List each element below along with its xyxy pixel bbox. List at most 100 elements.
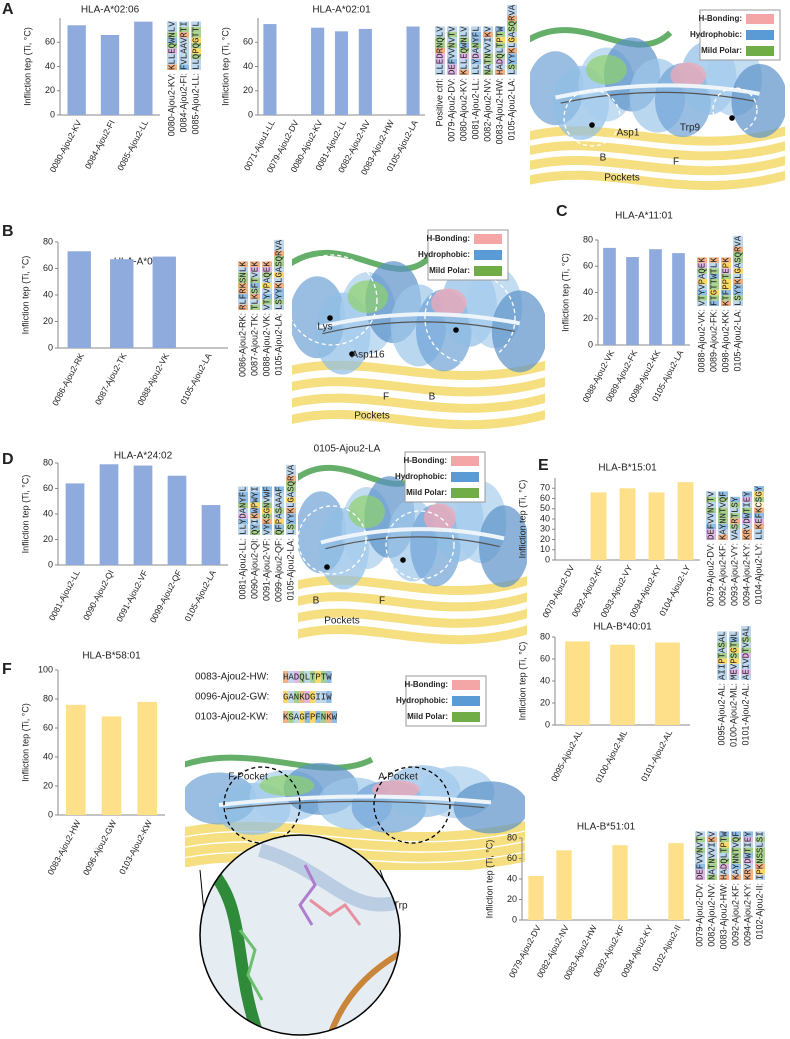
structure-label: Pockets <box>354 411 390 422</box>
residue-box <box>707 831 717 837</box>
residue-box <box>729 653 739 659</box>
residue-box <box>743 863 753 870</box>
residue-box <box>719 842 729 848</box>
residue-box <box>709 273 719 279</box>
residue-box <box>238 486 248 492</box>
peptide-label: 0089-Ajou2-FK: <box>708 309 718 372</box>
residue-box <box>262 304 272 310</box>
residue-box <box>719 874 729 880</box>
residue-box <box>718 491 728 497</box>
residue-box <box>741 674 751 680</box>
residue-box <box>731 858 741 864</box>
residue-box <box>741 636 751 643</box>
y-tick-label: 10 <box>540 544 550 554</box>
residue-box <box>755 858 765 864</box>
ribbon <box>298 575 527 595</box>
residue-box <box>721 262 731 269</box>
residue-box <box>286 518 296 525</box>
chart-title: HLA-B*40:01 <box>593 622 652 633</box>
residue-box <box>262 261 272 267</box>
residue-box <box>729 636 739 643</box>
residue-box <box>755 831 765 837</box>
residue-box <box>697 262 707 269</box>
residue-box <box>179 21 189 27</box>
residue-box <box>709 279 719 285</box>
pocket-circle <box>292 254 378 346</box>
residue-box <box>707 863 717 870</box>
peptide-label: 0081-Ajou2-LL: <box>237 538 247 600</box>
residue-box <box>730 496 740 503</box>
residue-box <box>717 663 727 670</box>
residue-box <box>238 293 248 300</box>
residue-box <box>250 508 260 514</box>
residue-box <box>754 513 764 519</box>
peptide-sequence: GANKDGIIW <box>283 692 332 702</box>
residue-box <box>293 711 300 723</box>
x-tick-label: 0104-Ajou2-LY <box>657 563 692 617</box>
residue-box <box>262 502 272 508</box>
peptide-label: 0092-Ajou2-KF: <box>730 883 740 946</box>
residue-box <box>286 513 296 519</box>
peptide-label: 0092-Ajou2-KF: <box>717 543 727 606</box>
legend-swatch <box>474 234 502 244</box>
y-tick-label: 20 <box>540 697 550 707</box>
peptide-label: 0105-Ajou2-LA: <box>732 309 742 372</box>
pocket-dot <box>729 115 735 121</box>
residue-box <box>709 300 719 306</box>
residue-box <box>274 502 284 508</box>
residue-box <box>326 711 332 723</box>
residue <box>238 929 264 1001</box>
peptide-sequence: DEFVVNVTV <box>706 491 716 540</box>
residue-box <box>459 64 469 70</box>
residue-box <box>286 508 296 514</box>
residue-box <box>707 842 717 848</box>
x-tick-label: 0081-Ajou2-LL <box>47 568 82 622</box>
residue-box <box>286 481 296 487</box>
residue-box <box>733 262 743 269</box>
ribbon <box>185 821 525 841</box>
bar <box>672 253 685 345</box>
peptide-label: 0082-Ajou2-NV: <box>482 78 492 142</box>
bar <box>100 34 120 115</box>
residue-box <box>262 497 272 503</box>
y-tick-label: 0 <box>545 719 550 729</box>
legend-swatch <box>746 14 774 24</box>
residue-box <box>435 48 445 54</box>
residue-box <box>742 529 752 535</box>
bar <box>565 641 590 725</box>
peptide-sequence: KLLEQWNLV <box>167 21 177 70</box>
zoom-line <box>199 869 205 913</box>
y-tick-label: 60 <box>243 37 253 47</box>
residue-box <box>495 31 505 38</box>
structure-label: F <box>379 596 385 607</box>
ribbon <box>292 393 545 413</box>
residue-box <box>697 289 707 296</box>
residue-box <box>286 475 296 481</box>
pocket-dot <box>453 327 459 333</box>
residue-box <box>718 513 728 519</box>
y-axis-label: Infliction tep (Ti, °C) <box>20 703 30 782</box>
y-tick-label: 0 <box>545 554 550 564</box>
peptide-label: 0080-Ajou2-KV: <box>458 78 468 141</box>
residue-box <box>179 37 189 43</box>
structure-label: 0105-Ajou2-LA <box>314 444 381 455</box>
residue-box <box>283 691 289 703</box>
residue-box <box>299 711 305 723</box>
residue-box <box>507 69 517 75</box>
residue-box <box>191 32 201 38</box>
residue-box <box>709 262 719 269</box>
residue-box <box>459 69 469 75</box>
residue-box <box>495 53 505 59</box>
residue-box <box>719 858 729 864</box>
legend-swatch <box>474 266 502 276</box>
structure-label: F <box>383 392 389 403</box>
residue-box <box>179 64 189 70</box>
residue-box <box>743 847 753 853</box>
residue-box <box>733 268 743 274</box>
residue-box <box>507 31 517 38</box>
residue <box>309 898 362 926</box>
peptide-label: 0085-Ajou2-LL: <box>190 73 200 135</box>
legend-label: H-Bonding: <box>426 234 470 243</box>
peptide-sequence: QYIKWPWYI <box>250 486 260 535</box>
structure-label: F <box>673 157 679 168</box>
